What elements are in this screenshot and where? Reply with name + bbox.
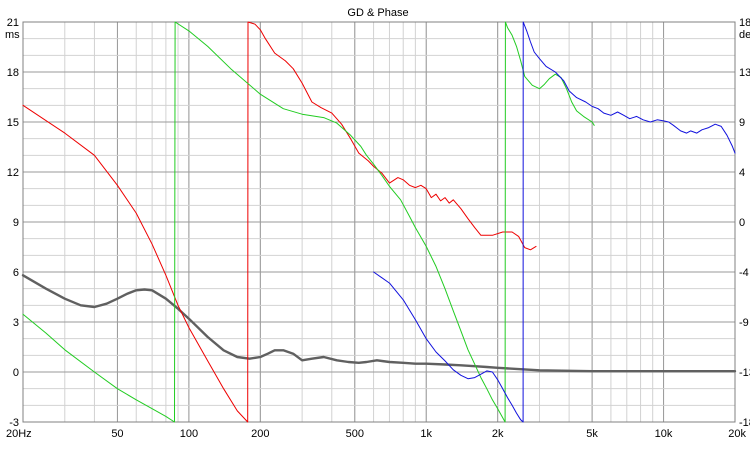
y-left-tick-label: -3 xyxy=(9,417,19,429)
y-left-tick-label: 12 xyxy=(7,167,19,179)
y-left-tick-label: 3 xyxy=(13,317,19,329)
x-tick-label: 2k xyxy=(492,428,504,440)
y-right-tick-label: -4 xyxy=(739,267,749,279)
y-right-tick-label: -13 xyxy=(739,367,750,379)
x-tick-label: 100 xyxy=(180,428,198,440)
y-right-tick-label: 13 xyxy=(739,67,750,79)
chart-title: GD & Phase xyxy=(347,7,408,19)
y-left-tick-label: 15 xyxy=(7,117,19,129)
y-left-tick-label: 18 xyxy=(7,67,19,79)
grid xyxy=(22,21,736,423)
y-right-tick-label: 0 xyxy=(739,217,745,229)
x-tick-label: 5k xyxy=(586,428,598,440)
y-right-tick-label: 9 xyxy=(739,117,745,129)
y-right-tick-label: 4 xyxy=(739,167,745,179)
x-tick-label: 1k xyxy=(420,428,432,440)
left-axis-unit: ms xyxy=(5,29,20,41)
x-tick-label: 20Hz xyxy=(6,428,32,440)
series-layer xyxy=(21,21,737,423)
y-right-tick-label: 18 xyxy=(739,17,750,29)
series-line-2 xyxy=(22,21,537,423)
series-line-4 xyxy=(373,21,736,423)
y-left-tick-label: 21 xyxy=(7,17,19,29)
plot-frame xyxy=(22,21,736,423)
y-right-tick-label: -18 xyxy=(739,417,750,429)
tick-labels: 20Hz 50 100 200 500 1k 2k 5k 10k 20k -3 0 3 6 9 12 15 18 2… xyxy=(6,17,750,440)
x-tick-label: 200 xyxy=(251,428,269,440)
series-line-3 xyxy=(22,21,595,423)
y-left-tick-label: 9 xyxy=(13,217,19,229)
series-line-1 xyxy=(21,274,737,373)
y-left-tick-label: 0 xyxy=(13,367,19,379)
x-tick-label: 10k xyxy=(655,428,673,440)
y-right-tick-label: -9 xyxy=(739,317,749,329)
x-tick-label: 20k xyxy=(728,428,746,440)
right-axis-unit: de xyxy=(739,29,750,41)
y-left-tick-label: 6 xyxy=(13,267,19,279)
x-tick-label: 500 xyxy=(346,428,364,440)
x-tick-label: 50 xyxy=(111,428,123,440)
